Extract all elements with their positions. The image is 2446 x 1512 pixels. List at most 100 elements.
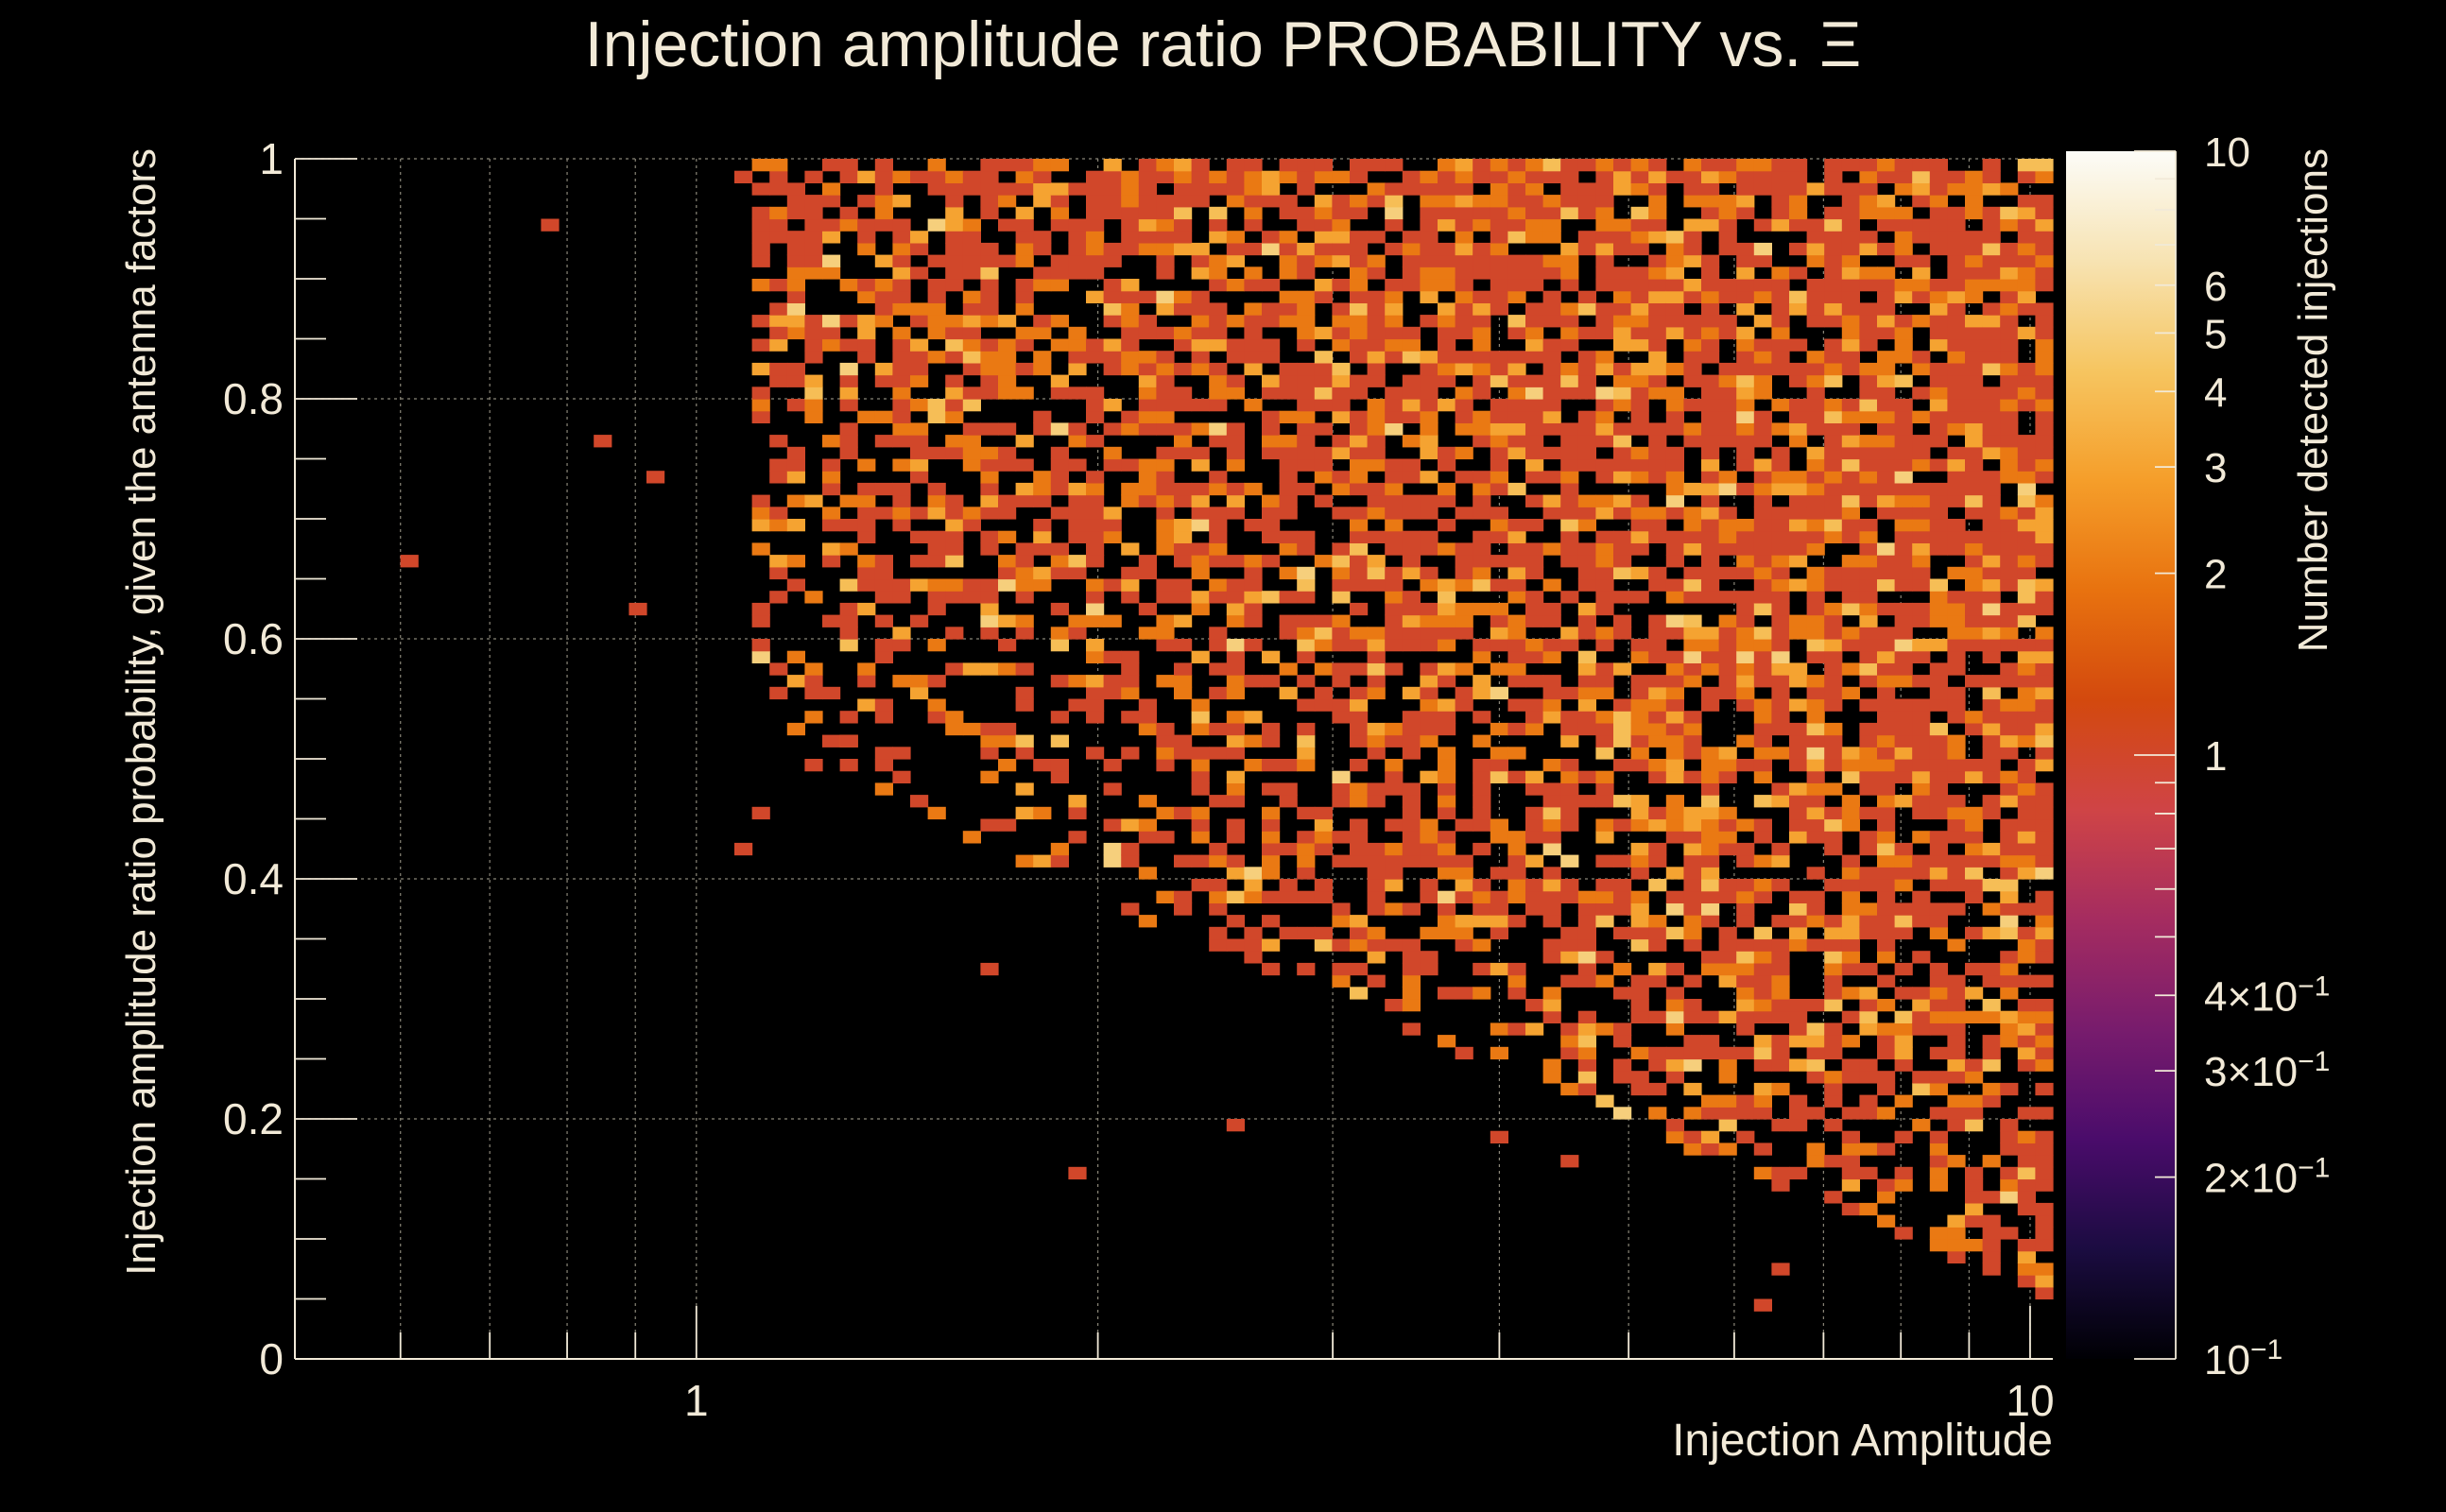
heatmap-bin [1420, 734, 1438, 747]
heatmap-bin [874, 747, 893, 760]
heatmap-bin [1402, 627, 1421, 640]
heatmap-bin [1965, 494, 1984, 507]
heatmap-bin [769, 159, 788, 172]
heatmap-bin [1438, 711, 1456, 724]
heatmap-bin [1473, 290, 1491, 303]
heatmap-bin [1314, 471, 1333, 484]
heatmap-bin [786, 675, 805, 688]
heatmap-bin [1630, 1046, 1649, 1060]
heatmap-bin [1753, 974, 1772, 988]
heatmap-bin [1367, 351, 1386, 364]
heatmap-bin [1507, 854, 1526, 868]
heatmap-bin [1982, 686, 2001, 700]
heatmap-bin [1350, 507, 1369, 520]
heatmap-bin [1490, 555, 1508, 568]
heatmap-bin [1771, 782, 1790, 796]
heatmap-bin [1701, 1010, 1720, 1023]
heatmap-bin [2035, 1082, 2054, 1096]
heatmap-bin [1050, 266, 1069, 280]
heatmap-bin [1420, 231, 1438, 244]
heatmap-bin [1350, 471, 1369, 484]
heatmap-bin [1507, 974, 1526, 988]
heatmap-bin [1560, 458, 1579, 472]
heatmap-bin [1525, 890, 1544, 903]
heatmap-bin [1385, 494, 1404, 507]
heatmap-bin [1015, 482, 1034, 496]
heatmap-bin [1542, 387, 1561, 400]
heatmap-bin [1718, 387, 1737, 400]
heatmap-bin [1859, 530, 1878, 543]
heatmap-bin [2000, 842, 2019, 856]
heatmap-bin [1912, 711, 1931, 724]
heatmap-bin [1982, 1227, 2001, 1240]
heatmap-bin [1841, 818, 1860, 832]
heatmap-bin [1841, 279, 1860, 292]
heatmap-bin [910, 170, 929, 183]
heatmap-bin [1542, 195, 1561, 208]
heatmap-bin [1806, 902, 1825, 916]
heatmap-bin [927, 326, 946, 340]
heatmap-bin [2017, 675, 2036, 688]
heatmap-bin [1577, 890, 1596, 903]
heatmap-bin [910, 471, 929, 484]
heatmap-bin [1841, 218, 1860, 232]
heatmap-bin [839, 614, 858, 627]
heatmap-bin [1438, 362, 1456, 376]
heatmap-bin [1859, 747, 1878, 760]
heatmap-bin [1174, 734, 1193, 747]
heatmap-bin [1929, 675, 1948, 688]
heatmap-bin [1753, 770, 1772, 783]
heatmap-bin [1473, 218, 1491, 232]
heatmap-bin [2035, 902, 2054, 916]
heatmap-bin [1806, 374, 1825, 387]
heatmap-bin [1630, 722, 1649, 736]
heatmap-bin [1279, 410, 1298, 423]
heatmap-bin [1490, 818, 1508, 832]
heatmap-bin [1841, 867, 1860, 880]
heatmap-bin [1367, 231, 1386, 244]
heatmap-bin [1385, 458, 1404, 472]
heatmap-bin [2035, 806, 2054, 820]
heatmap-bin [1209, 206, 1228, 220]
heatmap-bin [1420, 266, 1438, 280]
heatmap-bin [1314, 290, 1333, 303]
heatmap-bin [1613, 231, 1632, 244]
heatmap-bin [1701, 410, 1720, 423]
heatmap-bin [1630, 231, 1649, 244]
heatmap-bin [1771, 698, 1790, 712]
heatmap-bin [1420, 698, 1438, 712]
heatmap-bin [1683, 519, 1702, 532]
heatmap-bin [1701, 770, 1720, 783]
heatmap-bin [1648, 206, 1667, 220]
heatmap-bin [1455, 422, 1473, 436]
heatmap-bin [1455, 279, 1473, 292]
heatmap-bin [1402, 566, 1421, 580]
heatmap-bin [1965, 507, 1984, 520]
heatmap-bin [1736, 302, 1755, 316]
heatmap-bin [1982, 578, 2001, 592]
heatmap-bin [1912, 795, 1931, 808]
heatmap-bin [1859, 362, 1878, 376]
heatmap-bin [1806, 650, 1825, 663]
heatmap-bin [1490, 1022, 1508, 1036]
heatmap-bin [1244, 675, 1263, 688]
heatmap-bin [1771, 351, 1790, 364]
heatmap-bin [1771, 326, 1790, 340]
heatmap-bin [857, 231, 876, 244]
heatmap-bin [1068, 422, 1087, 436]
heatmap-bin [1402, 399, 1421, 412]
heatmap-bin [1262, 782, 1281, 796]
heatmap-bin [1560, 818, 1579, 832]
heatmap-bin [945, 242, 964, 256]
heatmap-bin [1174, 218, 1193, 232]
heatmap-bin [1965, 770, 1984, 783]
heatmap-bin [1402, 806, 1421, 820]
heatmap-bin [1121, 279, 1140, 292]
heatmap-bin [1965, 458, 1984, 472]
heatmap-bin [1806, 782, 1825, 796]
heatmap-bin [1877, 159, 1896, 172]
heatmap-bin [980, 374, 999, 387]
heatmap-bin [980, 578, 999, 592]
heatmap-bin [980, 614, 999, 627]
heatmap-bin [2035, 1058, 2054, 1072]
